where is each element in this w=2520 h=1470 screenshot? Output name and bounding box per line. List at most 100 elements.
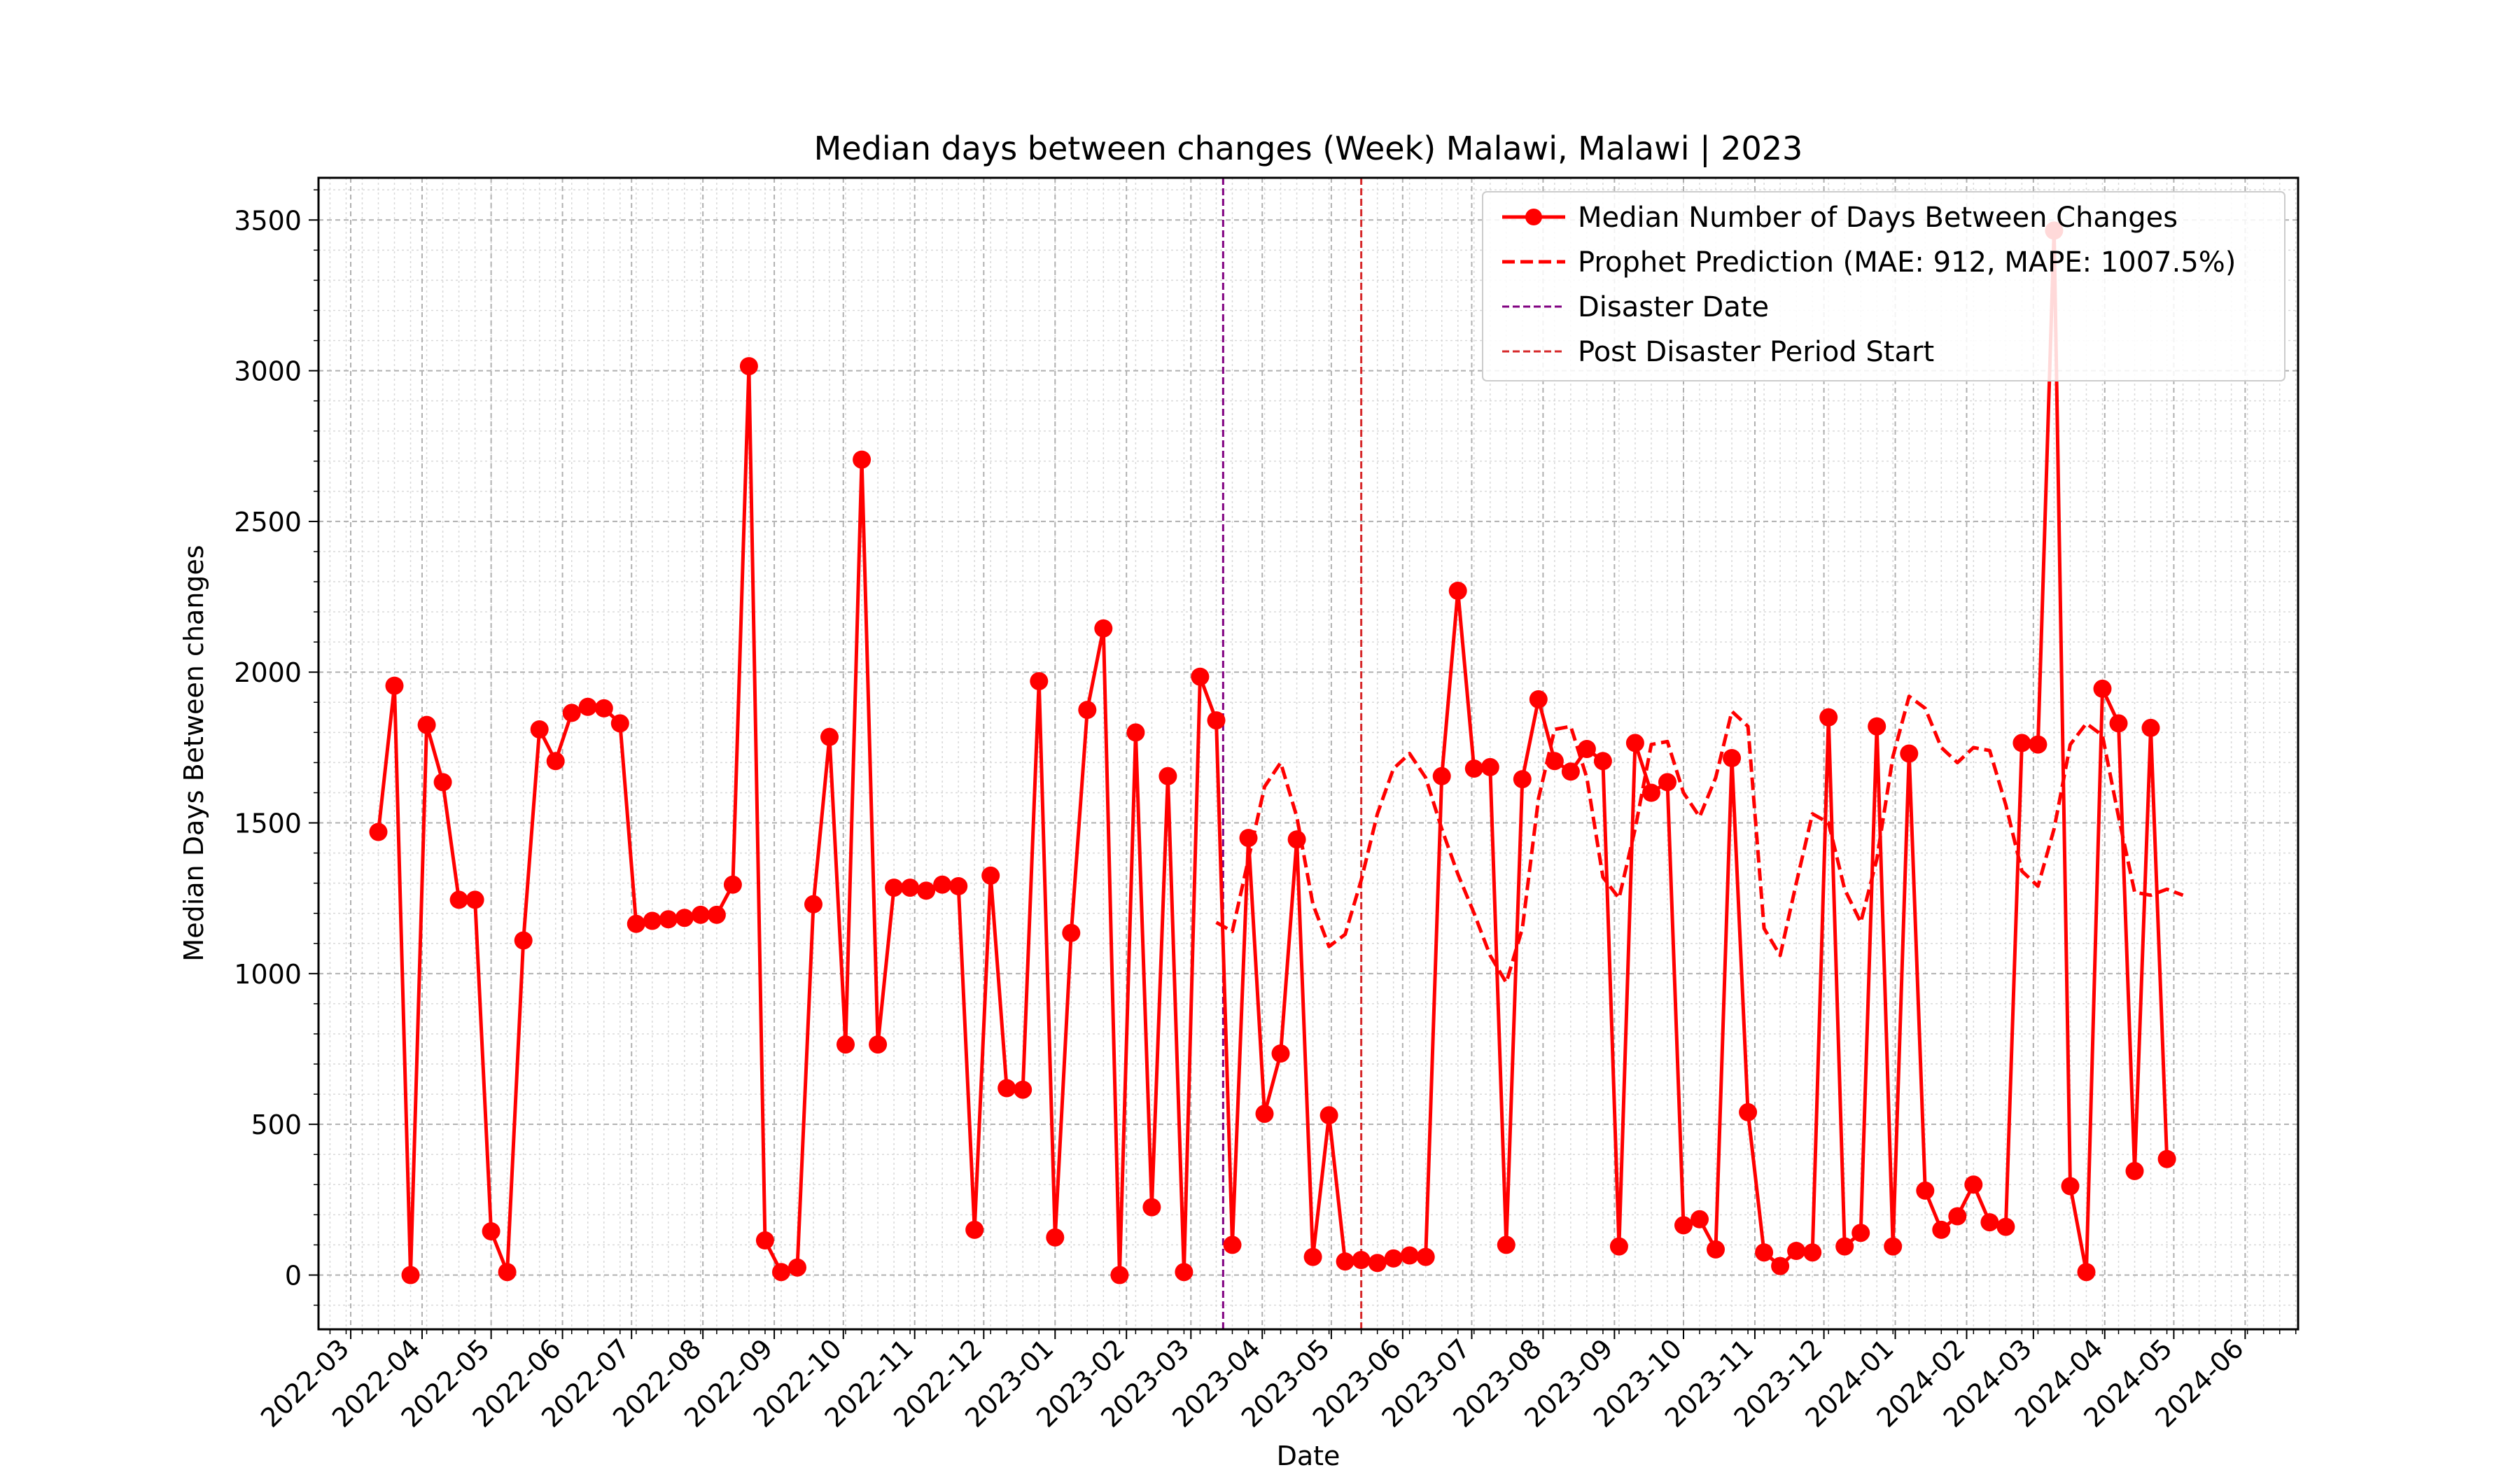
legend-marker-actual (1525, 209, 1542, 225)
data-point (1030, 672, 1049, 691)
plot-frame (317, 176, 2300, 1331)
x-axis-label: Date (1277, 1441, 1340, 1470)
data-point (626, 914, 645, 933)
data-point (1980, 1213, 1999, 1232)
data-point (1819, 708, 1838, 727)
series-layer (369, 221, 2184, 1284)
data-point (530, 720, 549, 738)
data-point (369, 822, 388, 841)
data-point (498, 1263, 517, 1282)
data-point (691, 905, 710, 924)
y-tick-label: 1500 (234, 808, 302, 839)
data-point (1480, 757, 1499, 776)
data-point (2125, 1161, 2144, 1180)
data-point (1723, 749, 1742, 767)
legend-label-actual: Median Number of Days Between Changes (1578, 202, 2178, 234)
data-point (385, 676, 404, 695)
data-point (1529, 690, 1548, 708)
data-point (836, 1035, 855, 1054)
data-point (1900, 744, 1919, 763)
data-point (1094, 619, 1113, 638)
legend: Median Number of Days Between Changes Pr… (1482, 191, 2286, 382)
data-point (707, 905, 726, 924)
data-point (1658, 773, 1676, 792)
data-point (2029, 735, 2047, 754)
data-point (1739, 1102, 1758, 1121)
data-point (1352, 1251, 1371, 1269)
data-point (2061, 1177, 2080, 1196)
data-point (562, 704, 581, 722)
data-point (1062, 923, 1081, 942)
data-point (1448, 582, 1467, 600)
data-point (1835, 1237, 1854, 1256)
data-point (723, 875, 742, 894)
data-point (804, 895, 822, 913)
data-point (1207, 711, 1226, 730)
data-point (1561, 762, 1580, 781)
data-point (1432, 766, 1451, 785)
x-axis-ticks: 2022-032022-042022-052022-062022-072022-… (255, 1329, 2297, 1434)
data-point (1545, 752, 1564, 771)
data-point (482, 1222, 500, 1240)
data-point (449, 890, 468, 909)
data-point (1126, 723, 1145, 742)
data-point (1303, 1247, 1322, 1266)
data-point (594, 699, 613, 718)
data-point (1142, 1198, 1161, 1217)
data-point (1320, 1106, 1338, 1125)
data-point (610, 714, 629, 733)
data-point (1916, 1181, 1935, 1200)
data-point (675, 909, 694, 927)
legend-label-post-disaster: Post Disaster Period Start (1578, 336, 1934, 368)
data-point (1674, 1216, 1693, 1235)
data-point (2141, 718, 2160, 737)
y-axis-ticks: 0 500 1000 1500 2000 2500 3000 3500 (234, 189, 318, 1306)
data-point (1014, 1080, 1032, 1099)
data-point (820, 727, 839, 746)
data-point (401, 1266, 420, 1284)
data-point (1223, 1236, 1242, 1254)
data-point (643, 911, 662, 930)
legend-label-disaster: Disaster Date (1578, 291, 1769, 323)
y-tick-label: 500 (251, 1110, 302, 1140)
data-point (1625, 734, 1644, 752)
data-point (739, 357, 758, 376)
data-point (1787, 1242, 1806, 1260)
prediction-line (1215, 694, 2184, 985)
data-point (1158, 766, 1177, 785)
data-point (1948, 1207, 1967, 1226)
data-point (1609, 1237, 1628, 1256)
data-point (1851, 1224, 1870, 1242)
data-point (1884, 1237, 1903, 1256)
y-axis-label: Median Days Between changes (178, 545, 209, 961)
data-point (1271, 1044, 1290, 1063)
y-tick-label: 3500 (234, 205, 302, 236)
legend-box (1482, 191, 2286, 382)
data-point (2157, 1149, 2176, 1168)
data-point (1513, 770, 1532, 789)
data-point (659, 910, 678, 929)
data-point (1078, 701, 1097, 720)
data-point (1191, 667, 1210, 686)
data-point (949, 877, 968, 895)
data-point (853, 450, 872, 469)
data-point (1384, 1249, 1403, 1268)
data-point (1110, 1266, 1129, 1284)
data-point (885, 878, 904, 897)
data-point (1755, 1243, 1774, 1262)
data-point (514, 931, 533, 950)
data-point (1464, 760, 1483, 778)
data-point (578, 697, 597, 716)
data-point (1964, 1175, 1983, 1194)
data-point (1046, 1228, 1065, 1247)
data-point (1577, 740, 1596, 758)
data-point (417, 715, 436, 734)
data-point (465, 890, 484, 909)
data-point (1255, 1105, 1274, 1124)
y-tick-label: 2500 (234, 507, 302, 538)
data-point (755, 1231, 774, 1250)
data-point (1368, 1254, 1387, 1273)
data-point (1642, 783, 1660, 802)
data-point (1175, 1263, 1194, 1282)
data-point (1932, 1220, 1951, 1239)
